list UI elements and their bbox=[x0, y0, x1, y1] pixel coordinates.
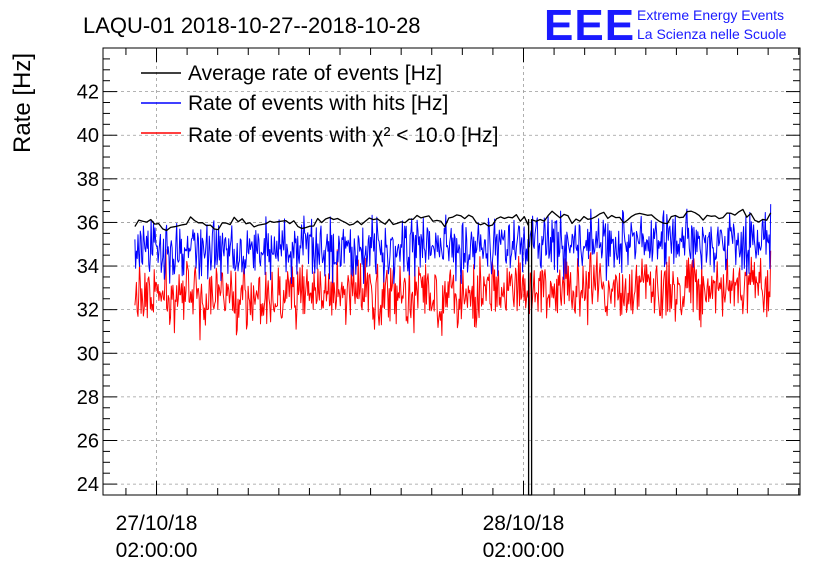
legend-entry-chi2: Rate of events with χ² < 10.0 [Hz] bbox=[141, 124, 498, 147]
series-line-chi2 bbox=[134, 249, 772, 348]
x-tick-label-date: 27/10/18 bbox=[116, 512, 198, 535]
series-layer bbox=[134, 204, 772, 496]
legend-entry-average: Average rate of events [Hz] bbox=[141, 62, 442, 85]
y-tick-label: 42 bbox=[77, 82, 99, 104]
eee-logo: EEE Extreme Energy Events La Scienza nel… bbox=[544, 1, 787, 50]
y-tick-label: 30 bbox=[77, 343, 99, 365]
legend-label-hits: Rate of events with hits [Hz] bbox=[188, 92, 448, 115]
x-tick-labels: 27/10/18 02:00:00 28/10/18 02:00:00 bbox=[116, 512, 565, 562]
legend-label-chi2: Rate of events with χ² < 10.0 [Hz] bbox=[188, 124, 498, 147]
y-tick-label: 32 bbox=[77, 300, 99, 322]
y-axis-label: Rate [Hz] bbox=[9, 53, 36, 153]
logo-mark: EEE bbox=[544, 1, 635, 50]
legend-label-average: Average rate of events [Hz] bbox=[188, 62, 442, 85]
series-line-hits bbox=[134, 204, 772, 332]
logo-line-1: Extreme Energy Events bbox=[637, 7, 784, 23]
chart-title: LAQU-01 2018-10-27--2018-10-28 bbox=[83, 13, 421, 38]
axis-ticks bbox=[103, 48, 800, 495]
legend: Average rate of events [Hz] Rate of even… bbox=[141, 62, 498, 147]
y-tick-label: 38 bbox=[77, 169, 99, 191]
y-tick-label: 36 bbox=[77, 212, 99, 234]
legend-entry-hits: Rate of events with hits [Hz] bbox=[141, 92, 448, 115]
series-line-average bbox=[134, 208, 772, 496]
y-tick-labels: 24 26 28 30 32 34 36 38 40 42 bbox=[77, 82, 99, 496]
y-tick-label: 28 bbox=[77, 387, 99, 409]
y-tick-label: 40 bbox=[77, 125, 99, 147]
logo-line-2: La Scienza nelle Scuole bbox=[637, 26, 787, 42]
x-tick-label-time: 02:00:00 bbox=[483, 539, 565, 562]
y-tick-label: 34 bbox=[77, 256, 99, 278]
x-tick-label-date: 28/10/18 bbox=[483, 512, 565, 535]
y-tick-label: 24 bbox=[77, 474, 99, 496]
y-tick-label: 26 bbox=[77, 430, 99, 452]
x-tick-label-time: 02:00:00 bbox=[116, 539, 198, 562]
plot-frame bbox=[102, 47, 801, 496]
grid bbox=[103, 48, 800, 495]
